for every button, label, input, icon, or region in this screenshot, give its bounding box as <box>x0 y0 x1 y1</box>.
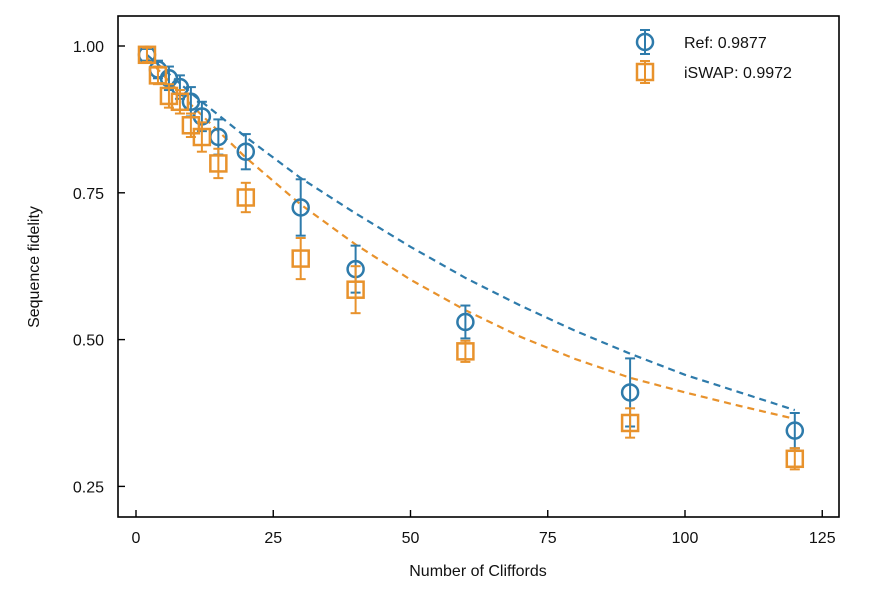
y-tick-label: 0.50 <box>73 333 104 350</box>
legend-label-ref: Ref: 0.9877 <box>684 35 767 52</box>
x-tick-label: 50 <box>402 530 420 547</box>
ref-marker <box>456 312 475 332</box>
fit-curve-ref <box>146 53 796 412</box>
iswap-marker <box>291 249 310 268</box>
iswap-point <box>209 147 228 180</box>
y-tick-label: 0.25 <box>73 479 104 496</box>
iswap-marker <box>159 86 179 106</box>
iswap-marker <box>148 66 168 85</box>
x-tick-label: 25 <box>264 530 282 547</box>
iswap-marker <box>170 92 190 112</box>
iswap-marker <box>456 342 475 361</box>
x-axis-title: Number of Cliffords <box>409 563 547 580</box>
ref-marker <box>291 198 310 217</box>
y-axis-title: Sequence fidelity <box>26 206 43 328</box>
y-tick-label: 1.00 <box>73 39 104 56</box>
y-tick-label: 0.75 <box>73 186 104 203</box>
data-marks <box>137 45 805 471</box>
ref-marker <box>785 421 805 440</box>
legend-label-iswap: iSWAP: 0.9972 <box>684 65 792 82</box>
x-tick-label: 100 <box>672 530 699 547</box>
iswap-point <box>159 83 179 109</box>
x-tick-label: 0 <box>132 530 141 547</box>
iswap-marker <box>181 116 201 135</box>
iswap-point <box>785 447 805 471</box>
iswap-point <box>291 237 310 281</box>
iswap-point <box>620 407 640 439</box>
legend-marker-iswap <box>635 60 655 84</box>
plot-area <box>117 15 840 518</box>
legend: Ref: 0.9877 iSWAP: 0.9972 <box>635 29 792 84</box>
ref-point <box>236 133 256 171</box>
axis-ticks: 0 25 50 75 100 125 0.25 0.50 0.75 1.00 <box>73 39 836 547</box>
ref-point <box>456 304 475 340</box>
iswap-marker <box>192 127 212 147</box>
iswap-marker <box>236 188 256 207</box>
ref-point <box>291 178 310 237</box>
iswap-marker <box>209 154 228 173</box>
ref-marker <box>620 383 640 402</box>
iswap-marker <box>785 449 805 469</box>
x-tick-label: 125 <box>809 530 836 547</box>
iswap-point <box>192 121 212 153</box>
iswap-point <box>346 265 365 315</box>
iswap-point <box>170 89 190 115</box>
iswap-point <box>137 45 157 65</box>
legend-marker-ref <box>635 29 655 55</box>
iswap-marker <box>620 413 640 433</box>
x-tick-label: 75 <box>539 530 557 547</box>
iswap-marker <box>137 45 157 65</box>
iswap-point <box>456 339 475 363</box>
iswap-point <box>148 65 168 86</box>
iswap-point <box>236 181 256 214</box>
ref-marker <box>236 142 256 161</box>
iswap-marker <box>346 280 365 299</box>
